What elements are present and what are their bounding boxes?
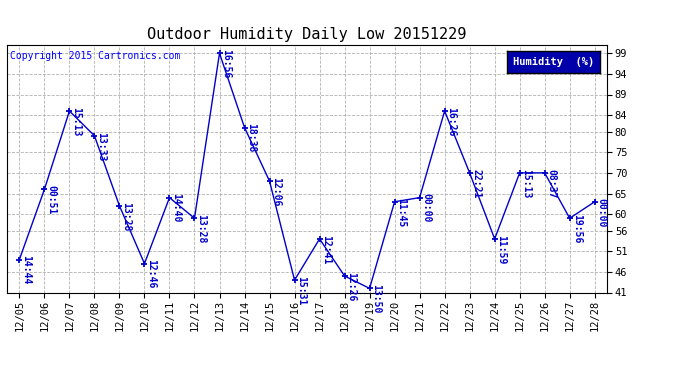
Text: 13:50: 13:50	[371, 284, 382, 314]
Text: 08:37: 08:37	[546, 169, 557, 198]
Text: 13:28: 13:28	[121, 202, 131, 231]
Text: 00:51: 00:51	[46, 185, 57, 214]
Text: 11:59: 11:59	[497, 235, 506, 264]
Text: 11:45: 11:45	[397, 198, 406, 227]
Text: 13:33: 13:33	[97, 132, 106, 161]
Text: 14:40: 14:40	[171, 194, 181, 223]
Text: 15:13: 15:13	[71, 107, 81, 136]
Text: 18:38: 18:38	[246, 123, 257, 153]
Text: 15:31: 15:31	[297, 276, 306, 305]
Text: 12:46: 12:46	[146, 260, 157, 289]
Text: 14:44: 14:44	[21, 255, 31, 285]
Text: 12:41: 12:41	[322, 235, 331, 264]
Text: 19:56: 19:56	[571, 214, 582, 243]
Text: 12:06: 12:06	[271, 177, 282, 206]
Text: 00:00: 00:00	[597, 198, 607, 227]
Text: 22:21: 22:21	[471, 169, 482, 198]
Text: 00:00: 00:00	[422, 194, 431, 223]
Text: 16:26: 16:26	[446, 107, 457, 136]
Text: 12:26: 12:26	[346, 272, 357, 301]
Text: 15:13: 15:13	[522, 169, 531, 198]
Text: Humidity  (%): Humidity (%)	[513, 57, 594, 67]
Text: 16:56: 16:56	[221, 49, 231, 78]
Text: Copyright 2015 Cartronics.com: Copyright 2015 Cartronics.com	[10, 51, 181, 61]
Title: Outdoor Humidity Daily Low 20151229: Outdoor Humidity Daily Low 20151229	[148, 27, 466, 42]
Text: 13:28: 13:28	[197, 214, 206, 243]
